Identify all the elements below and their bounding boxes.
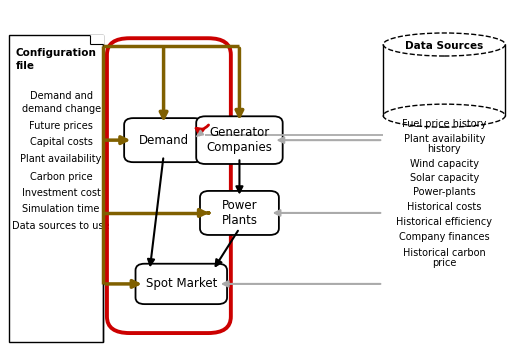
Text: Demand and: Demand and <box>30 91 93 102</box>
Text: Future prices: Future prices <box>29 120 93 131</box>
Text: Carbon price: Carbon price <box>30 171 92 182</box>
Text: demand change: demand change <box>21 104 101 114</box>
Text: Plant availability: Plant availability <box>403 134 484 145</box>
Ellipse shape <box>382 104 504 127</box>
Text: Data Sources: Data Sources <box>404 41 483 51</box>
FancyBboxPatch shape <box>196 116 282 164</box>
Text: Capital costs: Capital costs <box>30 137 93 147</box>
FancyBboxPatch shape <box>135 264 227 304</box>
Text: price: price <box>431 258 456 268</box>
Text: Spot Market: Spot Market <box>145 277 216 290</box>
Text: Solar capacity: Solar capacity <box>409 173 478 183</box>
FancyBboxPatch shape <box>200 191 278 235</box>
Text: Power-plants: Power-plants <box>412 187 474 197</box>
Text: Power
Plants: Power Plants <box>221 199 257 227</box>
Text: Demand: Demand <box>138 134 188 147</box>
Text: Wind capacity: Wind capacity <box>409 159 478 169</box>
Text: Generator
Companies: Generator Companies <box>206 126 272 154</box>
Text: Simulation time: Simulation time <box>22 204 100 214</box>
Text: Fuel price history: Fuel price history <box>401 119 486 129</box>
Text: Company finances: Company finances <box>398 232 489 242</box>
FancyBboxPatch shape <box>124 118 203 162</box>
Text: Data sources to use: Data sources to use <box>12 221 110 232</box>
Polygon shape <box>90 35 103 44</box>
Ellipse shape <box>382 33 504 56</box>
Text: Historical efficiency: Historical efficiency <box>395 217 491 227</box>
Text: Configuration
file: Configuration file <box>15 48 96 71</box>
Text: Historical carbon: Historical carbon <box>402 248 485 258</box>
Text: Historical costs: Historical costs <box>406 202 480 212</box>
Text: history: history <box>427 144 460 154</box>
Text: Plant availability: Plant availability <box>20 154 102 164</box>
FancyBboxPatch shape <box>9 35 103 342</box>
Text: Investment cost: Investment cost <box>22 188 100 198</box>
